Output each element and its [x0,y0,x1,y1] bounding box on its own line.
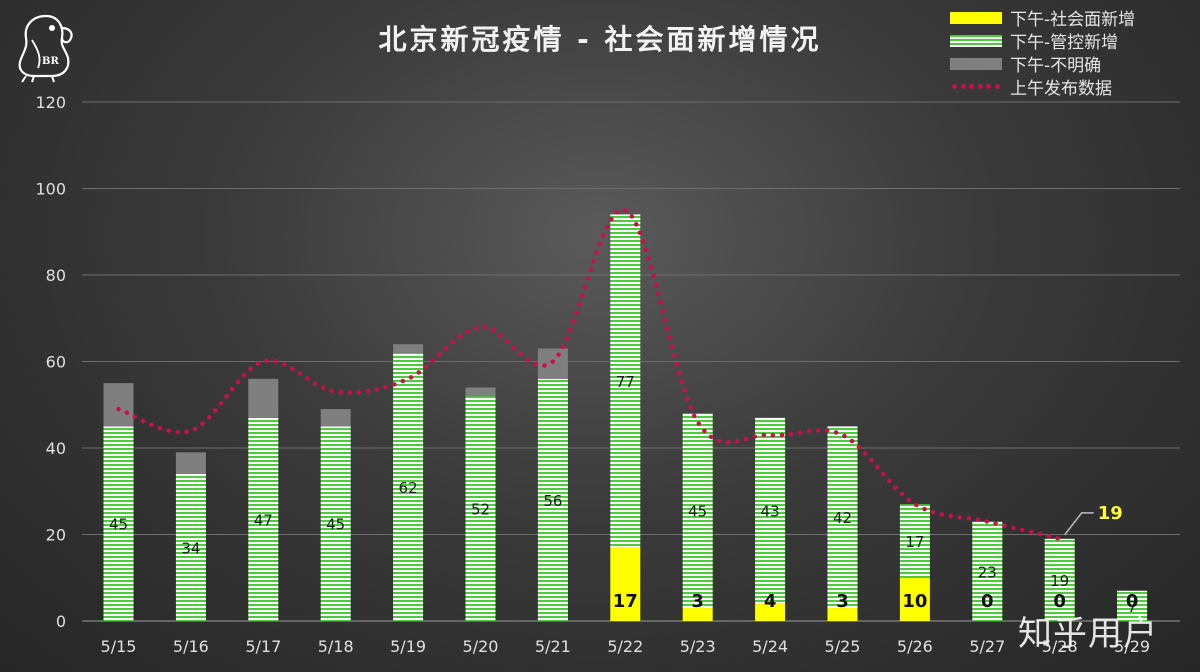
y-tick-label: 20 [46,526,66,545]
y-tick-label: 100 [35,180,66,199]
data-label-control: 19 [1050,572,1069,590]
line-morning-data [116,207,1062,542]
parrot-logo: BR [12,10,78,84]
data-label-social: 3 [836,591,849,612]
y-tick-label: 60 [46,353,66,372]
data-label-control: 17 [905,533,924,551]
x-tick-label: 5/21 [535,637,571,656]
y-tick-label: 40 [46,439,66,458]
data-label-social: 0 [981,591,994,612]
data-label-control: 62 [399,479,418,497]
data-label-control: 56 [543,492,562,510]
bar-social [610,547,641,621]
x-tick-label: 5/16 [173,637,209,656]
bar-unclear [248,378,279,418]
bar-social [755,603,786,621]
bar-social [899,577,930,621]
x-tick-label: 5/25 [825,637,861,656]
chart-title: 北京新冠疫情 - 社会面新增情况 [378,23,822,56]
legend-item-social: 下午-社会面新增 [950,6,1136,30]
x-tick-label: 5/15 [101,637,137,656]
watermark-text: 知乎用户 [1018,614,1158,654]
y-tick-label: 120 [35,93,66,112]
x-tick-label: 5/22 [607,637,643,656]
bar-social [827,608,858,621]
data-label-control: 77 [616,373,635,391]
bar-unclear [103,383,134,427]
data-label-social: 10 [902,591,927,612]
bar-social [682,608,713,621]
legend-label: 下午-社会面新增 [1010,10,1136,30]
bar-control [827,426,858,609]
legend-item-unclear: 下午-不明确 [950,52,1135,76]
data-label-control: 42 [833,509,852,527]
bar-control [899,504,930,578]
data-label-social: 0 [1053,591,1066,612]
data-label-social: 17 [613,591,638,612]
legend-label: 下午-管控新增 [1010,33,1119,53]
bar-unclear [393,344,424,353]
data-label-control: 43 [761,503,780,521]
legend-label: 下午-不明确 [1010,56,1102,76]
x-tick-label: 5/17 [245,637,281,656]
bar-control [175,473,206,621]
annotation-label: 19 [1098,503,1123,524]
data-label-social: 3 [691,591,704,612]
annotation-leader-line [1064,512,1094,536]
data-label-control: 45 [688,503,707,521]
legend-swatch-dotted-line [950,81,1002,93]
data-label-control: 7 [1127,598,1137,616]
x-tick-label: 5/19 [390,637,426,656]
svg-text:BR: BR [42,56,59,67]
legend-swatch-gray [950,57,1002,70]
legend-swatch-green [950,34,1002,47]
legend-label: 上午发布数据 [1010,79,1112,99]
data-label-control: 23 [978,563,997,581]
legend-item-control: 下午-管控新增 [950,29,1135,53]
data-label-control: 52 [471,501,490,519]
data-label-control: 45 [326,516,345,534]
bar-control [682,413,713,609]
bar-control [1117,590,1148,621]
legend-swatch-yellow [950,11,1002,24]
x-tick-label: 5/18 [318,637,354,656]
data-label-social: 0 [1126,591,1139,612]
data-label-social: 4 [764,591,777,612]
x-tick-label: 5/20 [463,637,499,656]
data-label-control: 47 [254,511,273,529]
y-tick-label: 80 [46,266,66,285]
x-tick-label: 5/29 [1114,637,1150,656]
bar-control [248,417,279,621]
x-tick-label: 5/28 [1042,637,1078,656]
x-tick-label: 5/23 [680,637,716,656]
chart-legend: 下午-社会面新增 下午-管控新增 下午-不明确 上午发布数据 [950,6,1136,99]
y-tick-label: 0 [56,612,66,631]
data-label-control: 34 [181,539,200,557]
bar-control [103,426,134,621]
bar-control [465,396,496,621]
bar-control [320,426,351,621]
bar-control [755,417,786,604]
legend-item-morning: 上午发布数据 [950,75,1135,99]
bar-unclear [175,452,206,474]
bar-control [972,521,1003,621]
x-tick-label: 5/26 [897,637,933,656]
bar-unclear [465,387,496,397]
bar-control [610,214,641,548]
bar-control [537,378,568,621]
data-label-control: 45 [109,516,128,534]
bar-control [1044,538,1075,621]
bar-control [393,352,424,621]
x-tick-label: 5/24 [752,637,788,656]
x-tick-label: 5/27 [969,637,1005,656]
bar-unclear [320,409,351,427]
